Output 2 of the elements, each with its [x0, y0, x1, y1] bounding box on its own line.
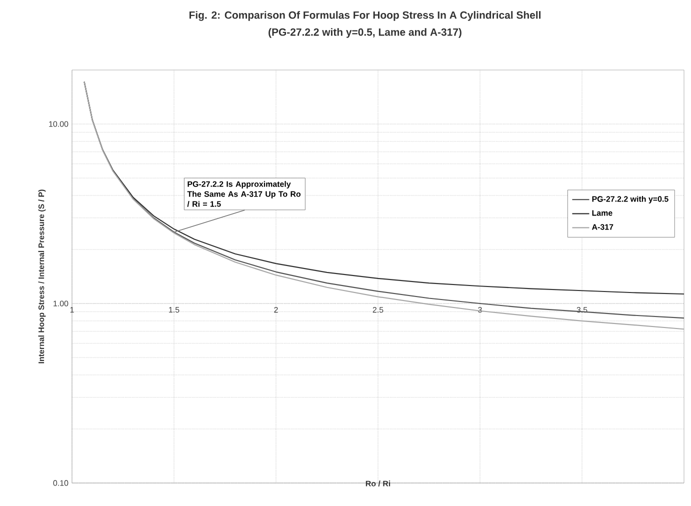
chart-title: Fig. 2: Comparison Of Formulas For Hoop Stress In A Cylindrical Shell — [189, 11, 540, 21]
chart-subtitle: (PG-27.2.2 with y=0.5, Lame and A-317) — [268, 28, 462, 38]
